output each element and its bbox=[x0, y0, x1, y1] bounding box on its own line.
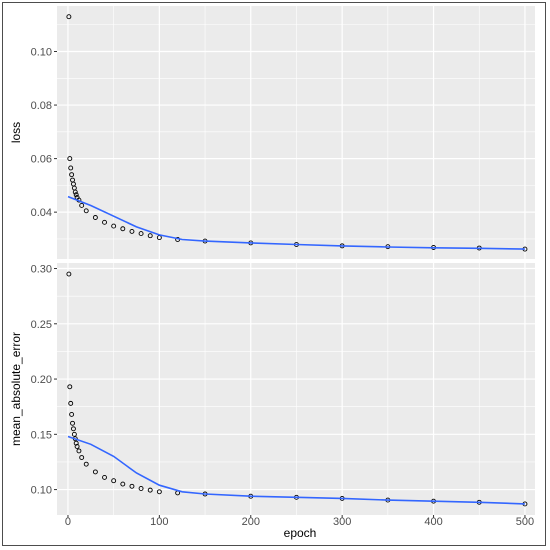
loss-panel: 0.04 0.06 0.08 0.10 loss bbox=[9, 6, 535, 259]
data-point bbox=[68, 165, 74, 171]
data-point bbox=[138, 231, 144, 237]
data-point bbox=[74, 444, 80, 449]
data-point bbox=[71, 426, 76, 432]
x-tick-label: 200 bbox=[242, 516, 260, 528]
x-tick-label: 300 bbox=[333, 516, 351, 528]
data-point bbox=[69, 172, 75, 178]
data-point bbox=[76, 448, 82, 454]
x-tick-label: 500 bbox=[516, 516, 534, 528]
data-point bbox=[83, 208, 89, 214]
mae-panel: 0.10 0.15 0.20 0.25 0.30 mean_absolute_error bbox=[9, 263, 535, 515]
data-point bbox=[68, 400, 74, 406]
data-point bbox=[102, 219, 107, 225]
data-point bbox=[71, 431, 77, 437]
data-point bbox=[147, 487, 153, 493]
data-point bbox=[67, 156, 73, 162]
data-point bbox=[111, 478, 117, 484]
x-axis-title: epoch bbox=[284, 526, 317, 540]
data-point bbox=[92, 469, 98, 475]
data-point bbox=[67, 384, 73, 390]
data-point bbox=[92, 215, 98, 220]
y-tick-label: 0.20 bbox=[31, 374, 52, 386]
data-point bbox=[120, 226, 126, 232]
data-point bbox=[129, 483, 135, 489]
data-point bbox=[147, 233, 153, 239]
y-tick-label: 0.15 bbox=[31, 429, 52, 441]
y-axis-title: mean_absolute_error bbox=[9, 332, 23, 446]
data-point bbox=[111, 223, 117, 229]
panel-background bbox=[57, 6, 535, 259]
panel-background bbox=[57, 263, 535, 515]
data-point bbox=[66, 14, 72, 20]
smooth-line bbox=[67, 195, 525, 250]
y-tick-label: 0.25 bbox=[31, 319, 52, 331]
x-tick-label: 100 bbox=[150, 516, 168, 528]
y-axis-title: loss bbox=[9, 122, 23, 143]
y-tick-label: 0.04 bbox=[31, 207, 52, 219]
y-tick-label: 0.08 bbox=[31, 100, 52, 112]
data-point bbox=[69, 411, 75, 417]
x-axis: 0 100 200 300 400 500 bbox=[65, 515, 534, 528]
data-point bbox=[70, 420, 75, 426]
y-tick-label: 0.10 bbox=[31, 47, 52, 59]
data-point bbox=[120, 481, 126, 487]
smooth-line bbox=[67, 435, 525, 505]
data-point bbox=[73, 192, 79, 198]
data-point bbox=[129, 228, 135, 234]
data-point bbox=[138, 486, 144, 491]
x-tick-label: 0 bbox=[65, 516, 71, 528]
y-tick-label: 0.10 bbox=[31, 485, 52, 497]
data-point bbox=[102, 474, 107, 480]
data-point bbox=[73, 440, 79, 446]
data-point bbox=[83, 461, 89, 467]
data-point bbox=[79, 455, 85, 460]
data-point bbox=[79, 203, 85, 208]
data-point bbox=[156, 489, 162, 495]
y-tick-label: 0.30 bbox=[31, 264, 52, 276]
x-tick-label: 400 bbox=[424, 516, 442, 528]
data-point bbox=[72, 189, 78, 195]
data-point bbox=[66, 271, 72, 277]
y-tick-label: 0.06 bbox=[31, 154, 52, 166]
